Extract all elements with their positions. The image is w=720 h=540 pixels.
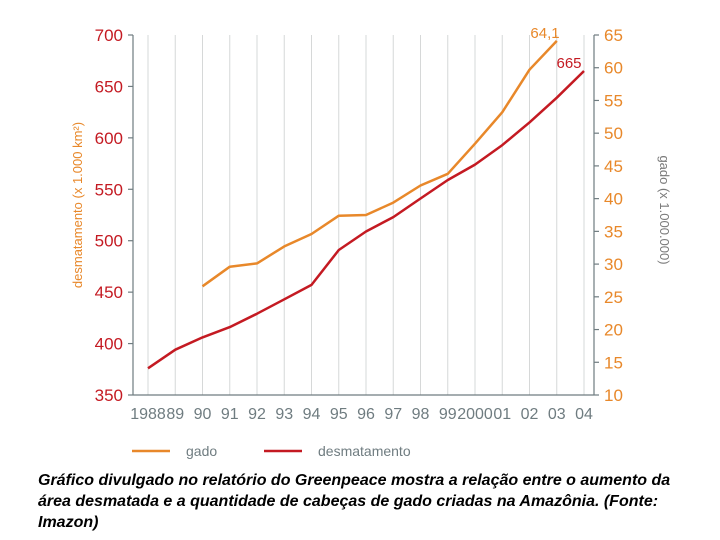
axes	[132, 35, 595, 396]
x-tick-label: 02	[521, 406, 539, 423]
left-tick-label: 700	[95, 26, 123, 45]
x-tick-label: 92	[248, 406, 266, 423]
right-tick-label: 65	[604, 26, 623, 45]
x-tick-label: 97	[384, 406, 402, 423]
x-tick-label: 1988	[130, 406, 166, 423]
x-tick-label: 98	[412, 406, 430, 423]
series-line-desmatamento	[147, 70, 585, 370]
x-tick-label: 94	[303, 406, 321, 423]
right-tick-label: 40	[604, 190, 623, 209]
right-tick-label: 30	[604, 255, 623, 274]
x-tick-label: 04	[575, 406, 593, 423]
desmatamento-peak-label: 665	[556, 55, 581, 72]
right-tick-label: 60	[604, 59, 623, 78]
left-tick-label: 450	[95, 283, 123, 302]
left-tick-label: 600	[95, 129, 123, 148]
right-tick-label: 45	[604, 157, 623, 176]
right-tick-label: 50	[604, 124, 623, 143]
x-tick-label: 03	[548, 406, 566, 423]
left-tick-label: 350	[95, 386, 123, 405]
left-tick-label: 500	[95, 232, 123, 251]
right-tick-label: 15	[604, 353, 623, 372]
legend-label-gado: gado	[186, 443, 217, 459]
left-tick-label: 650	[95, 77, 123, 96]
x-tick-label: 89	[166, 406, 184, 423]
chart-caption: Gráfico divulgado no relatório do Greenp…	[38, 472, 671, 531]
legend: gado desmatamento	[132, 443, 411, 459]
series-lines	[147, 40, 585, 370]
x-tick-label: 96	[357, 406, 375, 423]
chart: 700 650 600 550 500 450 400 350 65 60 55 50 45 40 35 3…	[70, 25, 672, 459]
x-tick-label: 2000	[457, 406, 493, 423]
left-tick-label: 550	[95, 180, 123, 199]
x-tick-label: 90	[194, 406, 212, 423]
x-tick-label: 95	[330, 406, 348, 423]
right-tick-label: 25	[604, 288, 623, 307]
series-line-gado	[201, 40, 558, 288]
x-tick-label: 01	[493, 406, 511, 423]
right-axis-ticks: 65 60 55 50 45 40 35 30 25 20 15 10	[594, 26, 623, 405]
right-axis-label: gado (x 1.000.000)	[657, 155, 672, 264]
right-tick-label: 20	[604, 321, 623, 340]
grid-lines	[147, 35, 585, 395]
legend-label-desmatamento: desmatamento	[318, 443, 411, 459]
right-tick-label: 55	[604, 91, 623, 110]
left-axis-label: desmatamento (x 1.000 km²)	[70, 122, 85, 288]
x-tick-label: 99	[439, 406, 457, 423]
gado-peak-label: 64,1	[530, 25, 559, 42]
left-axis-ticks: 700 650 600 550 500 450 400 350	[95, 26, 133, 405]
left-tick-label: 400	[95, 335, 123, 354]
right-tick-label: 35	[604, 222, 623, 241]
x-tick-label: 93	[275, 406, 293, 423]
x-axis-ticks: 1988 89 90 91 92 93 94 95 96 97 98 99 2000 01 02 03 04	[130, 406, 593, 423]
x-tick-label: 91	[221, 406, 239, 423]
right-tick-label: 10	[604, 386, 623, 405]
